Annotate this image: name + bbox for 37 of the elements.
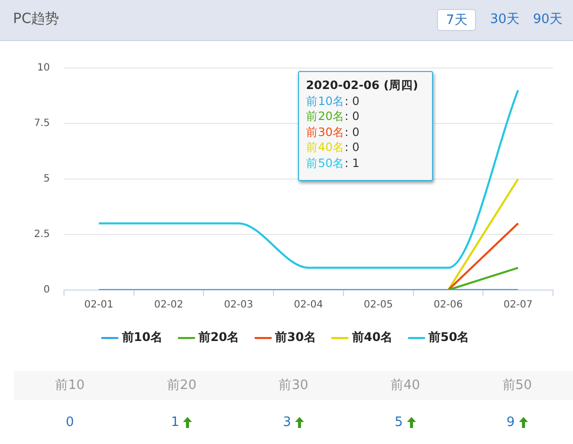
text: 5 (394, 415, 403, 430)
text: 7天 (437, 9, 476, 31)
text: 0 (66, 415, 74, 430)
text: 90天 (532, 11, 564, 29)
y-tick-label: 0 (44, 284, 50, 296)
x-tick-label: 02-01 (84, 300, 114, 311)
y-tick-label: 5 (44, 174, 50, 185)
text: 30天 (489, 11, 521, 29)
text: 前40 (390, 377, 422, 395)
text: 前50 (501, 377, 533, 395)
text: 前20 (166, 377, 198, 395)
text: 前30 (278, 377, 310, 395)
annotation: 前10名: 0 (306, 94, 360, 108)
text: 9 (506, 415, 515, 430)
annotation: 2020-02-06 (周四) (306, 78, 418, 92)
x-tick-label: 02-04 (294, 300, 323, 311)
y-tick-label: 7.5 (34, 118, 50, 130)
legend-label: 前50名 (428, 330, 470, 344)
y-tick-label: 2.5 (34, 229, 50, 240)
annotation: 前30名: 0 (306, 124, 360, 138)
text: 3 (282, 415, 292, 430)
text: 1 (171, 415, 180, 430)
annotation: 前50名: 1 (306, 156, 360, 170)
legend-label: 前20名 (197, 330, 240, 344)
x-tick-label: 02-06 (434, 300, 463, 311)
x-tick-label: 02-07 (504, 300, 533, 311)
x-tick-label: 02-05 (364, 300, 393, 311)
annotation: 前20名: 0 (306, 109, 360, 123)
legend-label: 前30名 (274, 330, 316, 344)
x-tick-label: 02-03 (224, 300, 254, 311)
legend-label: 前10名 (120, 330, 162, 344)
x-tick-label: 02-02 (154, 300, 184, 311)
chart-title: PC趋势 (13, 10, 60, 28)
annotation: 前40名: 0 (306, 140, 360, 154)
text: 前10 (54, 377, 86, 395)
legend-label: 前40名 (350, 330, 393, 344)
y-tick-label: 10 (37, 62, 50, 74)
